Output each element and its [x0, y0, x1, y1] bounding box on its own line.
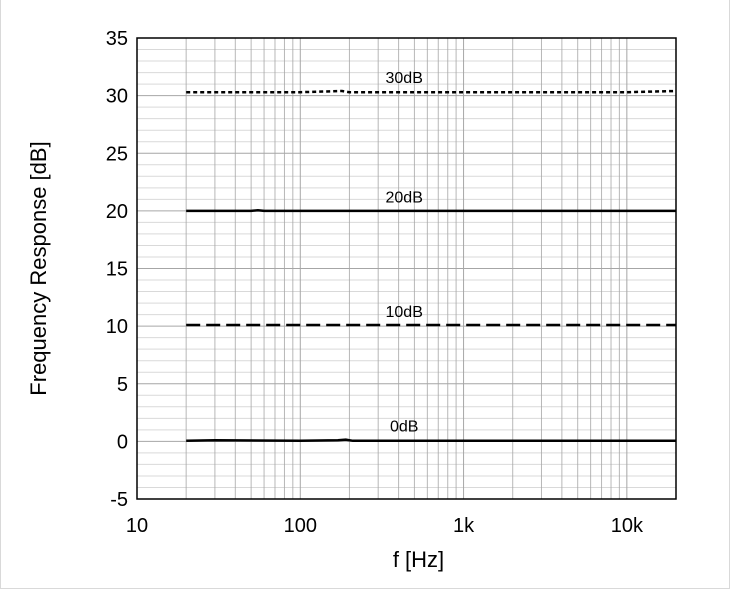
y-tick-label: 35 [106, 28, 128, 50]
series-line-20dB [186, 209, 676, 213]
x-axis-title: f [Hz] [393, 547, 444, 572]
y-tick-label: 25 [106, 143, 128, 165]
series-lines [186, 89, 677, 443]
y-tick-label: -5 [110, 489, 128, 511]
x-tick-label: 10 [126, 515, 148, 537]
y-tick-label: 30 [106, 86, 128, 108]
series-label-0dB: 0dB [390, 419, 418, 436]
x-tick-label: 100 [284, 515, 317, 537]
series-line-0dB [186, 438, 676, 443]
plot-frame [136, 37, 677, 500]
labels: 30dB 20dB 10dB 0dB -5 0 5 10 15 20 25 30 35 10 100 1k 10… [106, 28, 644, 537]
y-axis-title: Frequency Response [dB] [26, 141, 51, 395]
y-tick-label: 15 [106, 259, 128, 281]
series-label-10dB: 10dB [386, 304, 423, 321]
series-line-30dB [186, 89, 677, 94]
x-tick-label: 1k [453, 515, 475, 537]
y-tick-label: 0 [117, 431, 128, 453]
x-tick-label: 10k [611, 515, 644, 537]
y-tick-label: 10 [106, 316, 128, 338]
series-label-30dB: 30dB [386, 70, 423, 87]
series-label-20dB: 20dB [386, 189, 423, 206]
y-tick-label: 20 [106, 201, 128, 223]
y-tick-label: 5 [117, 374, 128, 396]
